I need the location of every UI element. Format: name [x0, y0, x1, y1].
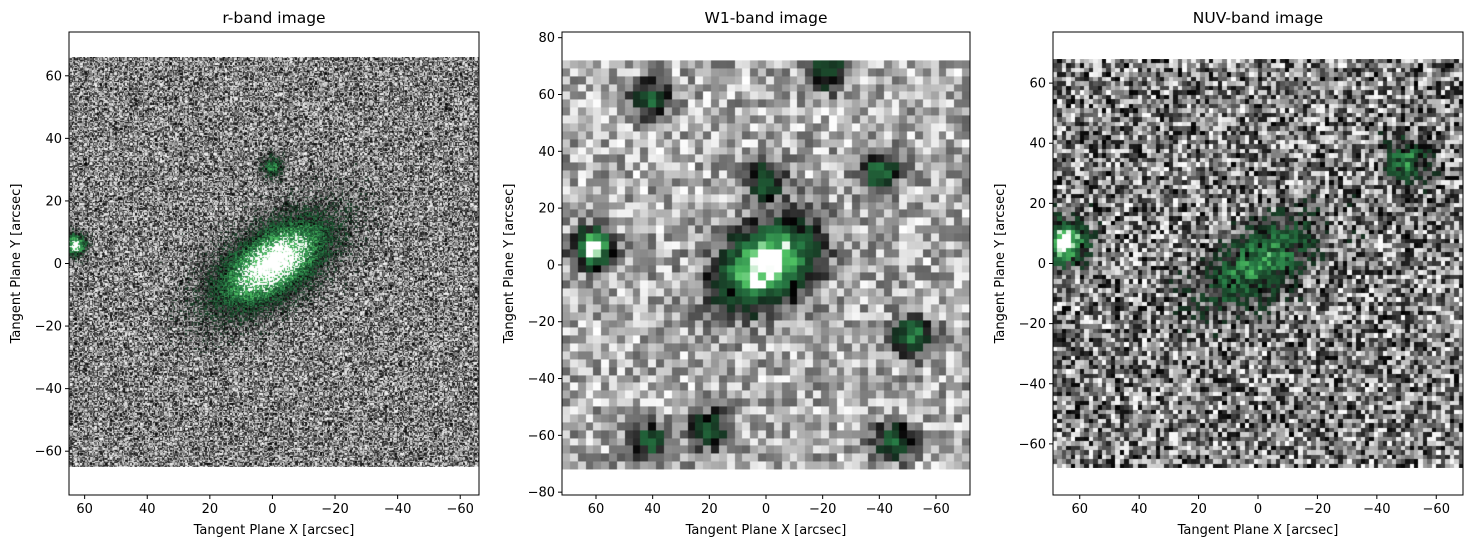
x-tick-label: 0 [762, 502, 770, 517]
x-tick-label: 0 [268, 502, 276, 517]
y-tick-label: 40 [538, 145, 555, 160]
y-tick-label: −20 [1019, 317, 1046, 332]
chart-title: W1-band image [705, 9, 828, 27]
x-tick-label: 60 [76, 502, 93, 517]
y-axis-label: Tangent Plane Y [arcsec] [502, 184, 517, 345]
y-tick-label: 0 [547, 258, 555, 273]
y-tick-label: 0 [54, 257, 62, 272]
x-tick-label: −40 [1363, 502, 1390, 517]
image-2 [562, 60, 970, 470]
x-tick-label: 20 [701, 502, 718, 517]
y-tick-label: 40 [1029, 137, 1046, 152]
y-tick-label: −60 [35, 445, 62, 460]
y-tick-label: −60 [528, 429, 555, 444]
y-tick-label: 60 [538, 88, 555, 103]
x-tick-label: −20 [1304, 502, 1331, 517]
y-tick-label: 20 [1029, 197, 1046, 212]
y-tick-label: 60 [45, 69, 62, 84]
x-tick-label: −20 [321, 502, 348, 517]
panel-3: 60 40 20 0 −20 −40 −60 −60 −40 −20 0 20 40 60 NUV-band… [993, 9, 1464, 538]
y-tick-label: −60 [1019, 437, 1046, 452]
y-tick-label: 60 [1029, 77, 1046, 92]
x-tick-label: −60 [922, 502, 949, 517]
x-tick-label: −20 [809, 502, 836, 517]
y-tick-label: 20 [45, 194, 62, 209]
x-tick-label: 40 [644, 502, 661, 517]
x-axis-label: Tangent Plane X [arcsec] [1177, 523, 1339, 538]
y-axis-label: Tangent Plane Y [arcsec] [9, 184, 24, 345]
y-tick-label: 0 [1038, 257, 1046, 272]
x-tick-label: −40 [866, 502, 893, 517]
chart-title: NUV-band image [1193, 9, 1323, 27]
panel-1: 60 40 20 0 −20 −40 −60 −60 −40 −20 0 20 40 60 r-band i… [9, 9, 480, 538]
y-tick-label: −20 [35, 320, 62, 335]
x-axis-label: Tangent Plane X [arcsec] [685, 523, 847, 538]
x-tick-label: 60 [1071, 502, 1088, 517]
x-tick-label: 20 [202, 502, 219, 517]
y-tick-label: −20 [528, 315, 555, 330]
x-tick-label: −60 [1423, 502, 1450, 517]
x-tick-label: 20 [1190, 502, 1207, 517]
y-axis-label: Tangent Plane Y [arcsec] [993, 184, 1008, 345]
y-tick-label: −40 [35, 382, 62, 397]
y-tick-label: −80 [528, 486, 555, 501]
y-tick-label: 20 [538, 202, 555, 217]
chart-title: r-band image [222, 9, 325, 27]
y-tick-label: 80 [538, 31, 555, 46]
panel-2: 60 40 20 0 −20 −40 −60 −80 −60 −40 −20 0 20 40 60 80 W1-… [502, 9, 971, 538]
x-tick-label: 40 [139, 502, 156, 517]
x-tick-label: 60 [588, 502, 605, 517]
x-tick-label: 0 [1254, 502, 1262, 517]
x-axis-label: Tangent Plane X [arcsec] [193, 523, 355, 538]
image-3 [1053, 59, 1463, 468]
x-tick-label: 40 [1131, 502, 1148, 517]
x-tick-label: −60 [447, 502, 474, 517]
y-tick-label: −40 [1019, 377, 1046, 392]
image-1 [69, 57, 479, 467]
y-tick-label: 40 [45, 132, 62, 147]
x-tick-label: −40 [384, 502, 411, 517]
y-tick-label: −40 [528, 372, 555, 387]
